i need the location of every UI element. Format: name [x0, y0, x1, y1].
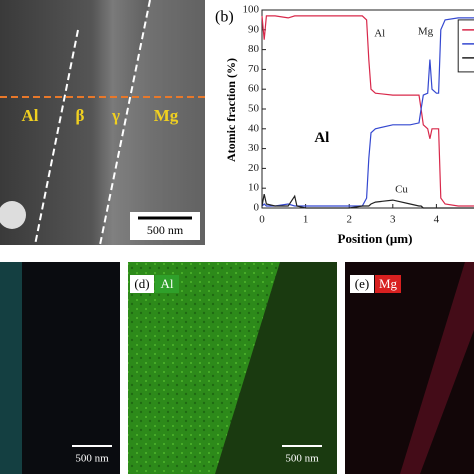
- interface-line: [99, 0, 151, 246]
- x-tick-label: 2: [346, 214, 352, 226]
- element-box: [155, 275, 179, 293]
- x-axis-label: Position (μm): [338, 231, 413, 246]
- panel-e: (e) Mg: [345, 262, 474, 474]
- panel-label: (b): [215, 9, 234, 26]
- y-tick-label: 100: [243, 4, 260, 16]
- y-tick-label: 20: [248, 162, 260, 174]
- y-tick-label: 30: [248, 142, 260, 154]
- scale-bar-label: 500 nm: [147, 223, 184, 237]
- curve-label: Cu: [395, 184, 408, 196]
- eds-signal: [0, 262, 22, 474]
- x-tick-label: 4: [434, 214, 440, 226]
- y-tick-label: 50: [248, 103, 260, 115]
- label-box: [350, 275, 374, 293]
- y-tick-label: 10: [248, 182, 260, 194]
- element-box: [375, 275, 401, 293]
- scale-bar-label: 500 nm: [285, 453, 319, 465]
- panel-c: 500 nm: [0, 262, 120, 474]
- eds-signal: [400, 262, 474, 474]
- data-line: [261, 15, 474, 207]
- phase-label: Mg: [154, 106, 179, 125]
- curve-label: Al: [374, 27, 385, 39]
- curve-label: Mg: [418, 25, 434, 37]
- scale-bar-label: 500 nm: [75, 453, 109, 465]
- y-axis-label: Atomic fraction (%): [224, 58, 238, 162]
- y-tick-label: 60: [248, 83, 260, 95]
- panel-label: (d): [134, 276, 149, 291]
- panel-d: (d) Al 500 nm: [128, 262, 337, 474]
- stem-image: [0, 0, 205, 245]
- eds-signal: [128, 262, 280, 474]
- data-line: [261, 193, 474, 209]
- x-tick-label: 1: [303, 214, 309, 226]
- x-tick-label: 3: [390, 214, 396, 226]
- interface-line: [34, 29, 79, 246]
- region-label: Al: [314, 130, 329, 146]
- panel-label: (e): [355, 276, 369, 291]
- legend: [457, 19, 474, 73]
- element-label: Al: [161, 276, 174, 291]
- x-tick-label: 0: [259, 214, 265, 226]
- y-tick-label: 70: [248, 63, 260, 75]
- label-box: [130, 275, 154, 293]
- y-tick-label: 80: [248, 43, 260, 55]
- phase-label: β: [76, 106, 85, 125]
- band: [100, 0, 205, 245]
- panel-a: Al β γ Mg 500 nm: [0, 0, 205, 246]
- phase-label: γ: [111, 106, 120, 125]
- y-tick-label: 0: [254, 202, 260, 214]
- y-tick-label: 40: [248, 122, 260, 134]
- data-line: [261, 17, 474, 207]
- element-label: Mg: [379, 276, 398, 291]
- phase-label: Al: [22, 106, 39, 125]
- panel-b: (b) Atomic fraction (%) Position (μm) 0 1…: [215, 4, 474, 246]
- particle: [0, 201, 26, 229]
- y-tick-label: 90: [248, 23, 260, 35]
